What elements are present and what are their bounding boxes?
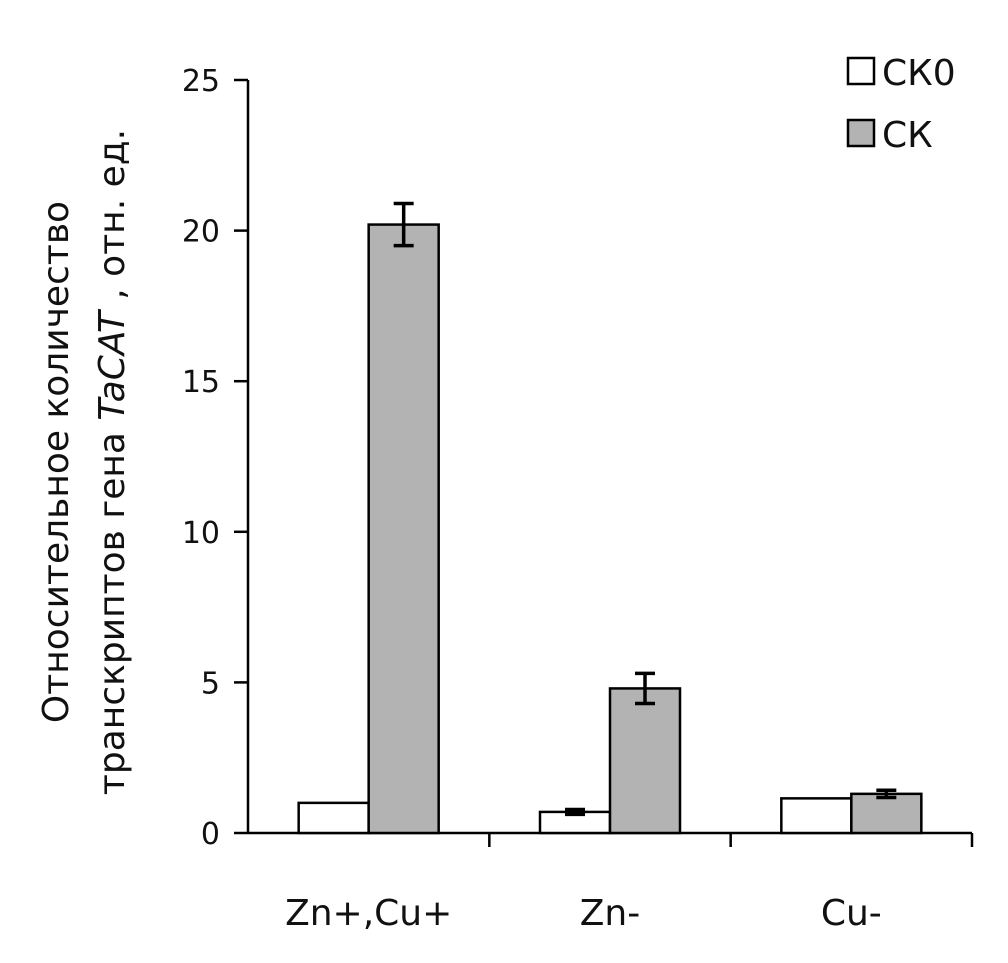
y-axis-label-prefix: транскриптов гена bbox=[92, 421, 133, 796]
error-bar bbox=[876, 788, 897, 800]
legend-swatch bbox=[846, 118, 876, 148]
legend-label: СК0 bbox=[882, 53, 956, 94]
y-axis-label-line2: транскриптов гена TaCAT , отн. ед. bbox=[92, 129, 133, 795]
error-bar bbox=[393, 201, 414, 248]
bar-ck0-2 bbox=[780, 797, 853, 835]
y-axis-label-gene: TaCAT bbox=[92, 308, 133, 420]
legend: СК0 СК bbox=[846, 53, 956, 156]
y-tick-label: 20 bbox=[182, 215, 220, 250]
y-ticks: 0 5 10 15 20 25 bbox=[182, 64, 248, 852]
category-label: Zn- bbox=[580, 893, 640, 934]
error-bar bbox=[565, 807, 585, 817]
y-axis-label: Относительное количество транскриптов ге… bbox=[36, 129, 133, 795]
y-tick-label: 10 bbox=[182, 516, 220, 551]
y-tick-label: 15 bbox=[182, 365, 220, 400]
bar-ck-1 bbox=[608, 687, 682, 835]
y-axis-label-suffix: , отн. ед. bbox=[92, 129, 133, 300]
y-tick-label: 5 bbox=[201, 666, 220, 701]
bars bbox=[297, 223, 923, 835]
legend-label: СК bbox=[882, 115, 933, 156]
y-tick-label: 0 bbox=[201, 817, 220, 852]
y-tick-label: 25 bbox=[182, 64, 220, 99]
bar-ck0-0 bbox=[297, 801, 370, 835]
category-label: Cu- bbox=[821, 893, 882, 934]
y-axis-label-line1: Относительное количество bbox=[36, 201, 77, 723]
bar-ck-2 bbox=[850, 792, 923, 835]
legend-swatch bbox=[846, 56, 876, 86]
bar-ck-0 bbox=[367, 223, 440, 835]
error-bars bbox=[393, 201, 897, 817]
category-labels: Zn+,Cu+ Zn- Cu- bbox=[285, 893, 882, 934]
category-label: Zn+,Cu+ bbox=[285, 893, 452, 934]
error-bar bbox=[635, 671, 655, 706]
